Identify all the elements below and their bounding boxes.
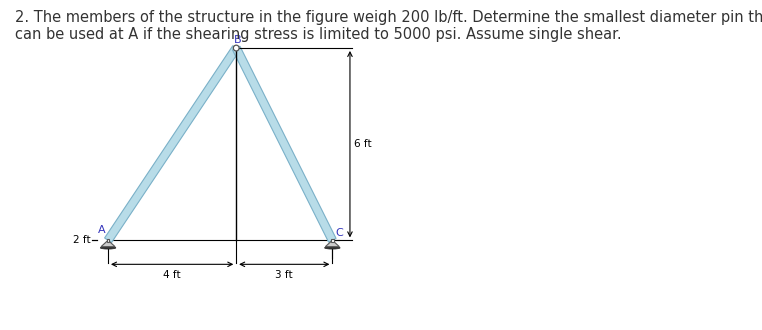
Circle shape: [233, 45, 239, 51]
Text: C: C: [335, 228, 343, 239]
Text: 2 ft: 2 ft: [73, 235, 91, 245]
Ellipse shape: [101, 247, 116, 249]
Text: 2. The members of the structure in the figure weigh 200 lb/ft. Determine the sma: 2. The members of the structure in the f…: [15, 10, 762, 42]
Bar: [331, 239, 334, 242]
Ellipse shape: [325, 247, 340, 249]
Text: 6 ft: 6 ft: [354, 139, 371, 149]
Polygon shape: [325, 240, 339, 247]
Polygon shape: [101, 240, 115, 247]
Text: A: A: [98, 225, 105, 235]
Bar: [107, 239, 110, 242]
Text: B: B: [234, 35, 242, 45]
Text: 4 ft: 4 ft: [163, 270, 181, 280]
Text: 3 ft: 3 ft: [276, 270, 293, 280]
Polygon shape: [104, 46, 240, 243]
Polygon shape: [232, 46, 336, 242]
